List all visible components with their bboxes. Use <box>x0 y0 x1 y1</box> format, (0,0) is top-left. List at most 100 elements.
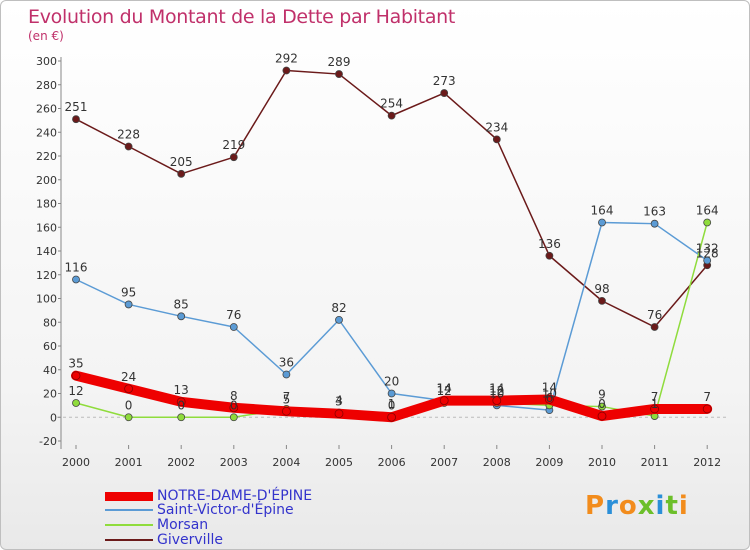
legend-label: NOTRE-DAME-D'ÉPINE <box>157 488 313 504</box>
logo-letter: i <box>655 491 666 521</box>
logo-letter: x <box>637 491 656 521</box>
data-label: 0 <box>598 397 606 411</box>
data-point <box>598 402 606 411</box>
x-tick-label: 2012 <box>693 456 721 469</box>
data-point <box>124 384 133 394</box>
legend-swatch <box>105 524 153 526</box>
data-label: 12 <box>489 384 504 398</box>
data-label: 4 <box>335 394 343 408</box>
x-tick-label: 2007 <box>430 456 458 469</box>
data-label: 5 <box>283 392 291 406</box>
data-point <box>177 169 186 178</box>
data-label: 205 <box>170 155 193 169</box>
logo-letter: i <box>678 491 689 521</box>
y-tick-label: -20 <box>39 435 57 448</box>
x-tick-label: 2006 <box>378 456 406 469</box>
data-label: 116 <box>65 261 88 275</box>
data-label: 8 <box>230 389 238 403</box>
data-point <box>124 300 133 309</box>
legend-swatch <box>105 539 153 541</box>
data-label: 12 <box>437 384 452 398</box>
data-point <box>335 70 343 78</box>
data-label: 0 <box>125 398 133 412</box>
proxiti-logo: Proxiti <box>585 491 689 521</box>
data-label: 20 <box>384 375 399 389</box>
data-point <box>650 404 659 414</box>
data-label: 3 <box>335 395 343 409</box>
y-tick-label: 120 <box>36 269 57 282</box>
data-point <box>281 406 291 416</box>
chart-title: Evolution du Montant de la Dette par Hab… <box>28 6 456 28</box>
data-label: 12 <box>68 384 83 398</box>
data-point <box>176 397 186 407</box>
data-point <box>387 412 397 422</box>
data-label: 95 <box>121 285 136 299</box>
data-label: 14 <box>437 382 452 396</box>
data-label: 14 <box>542 380 557 394</box>
data-point <box>440 89 449 97</box>
legend-item: Saint-Victor-d'Épine <box>105 502 294 518</box>
data-point <box>229 413 238 422</box>
data-label: 234 <box>485 120 508 134</box>
data-point <box>124 413 133 422</box>
data-label: 36 <box>279 356 294 370</box>
data-point <box>387 111 396 120</box>
data-point <box>229 153 238 162</box>
data-label: 82 <box>331 301 346 315</box>
x-tick-label: 2004 <box>272 456 300 469</box>
data-point <box>703 256 712 265</box>
x-tick-label: 2001 <box>115 456 143 469</box>
y-tick-label: 220 <box>36 150 57 163</box>
x-tick-label: 2008 <box>483 456 511 469</box>
data-point <box>598 218 606 227</box>
data-point <box>597 411 607 421</box>
data-label: 76 <box>226 308 241 322</box>
data-label: 10 <box>542 386 557 400</box>
data-point <box>545 251 554 260</box>
data-label: 292 <box>275 52 298 66</box>
x-tick-label: 2005 <box>325 456 353 469</box>
x-tick-label: 2010 <box>588 456 616 469</box>
x-tick-label: 2011 <box>641 456 669 469</box>
data-label: 164 <box>591 204 614 218</box>
data-point <box>335 315 343 324</box>
data-label: 14 <box>489 382 504 396</box>
data-point <box>177 312 186 321</box>
data-point <box>334 409 344 419</box>
data-point <box>72 115 80 124</box>
data-label: 128 <box>696 246 719 260</box>
y-tick-label: 60 <box>43 340 57 353</box>
x-tick-label: 2009 <box>535 456 563 469</box>
data-label: 0 <box>177 398 185 412</box>
legend-label: Giverville <box>157 532 223 548</box>
data-label: 0 <box>230 398 238 412</box>
data-label: 98 <box>594 282 609 296</box>
data-label: 7 <box>703 390 711 404</box>
data-label: 1 <box>651 397 659 411</box>
legend-swatch <box>105 509 153 511</box>
logo-letter: o <box>618 491 638 521</box>
data-point <box>282 370 291 379</box>
data-label: 289 <box>328 55 351 69</box>
data-label: 254 <box>380 97 403 111</box>
data-label: 273 <box>433 74 456 88</box>
data-label: 13 <box>174 383 189 397</box>
data-point <box>439 396 449 406</box>
y-tick-label: 160 <box>36 221 57 234</box>
y-tick-label: 240 <box>36 126 57 139</box>
data-label: 76 <box>647 308 662 322</box>
legend-label: Saint-Victor-d'Épine <box>157 502 294 518</box>
data-point <box>72 399 80 407</box>
data-label: 132 <box>696 242 719 256</box>
data-label: 1 <box>388 397 396 411</box>
data-point <box>650 323 659 331</box>
y-tick-label: 180 <box>36 198 57 211</box>
logo-letter: P <box>585 491 606 521</box>
y-tick-label: 20 <box>43 388 57 401</box>
data-label: 6 <box>546 391 554 405</box>
data-point <box>177 413 186 422</box>
x-tick-label: 2002 <box>167 456 195 469</box>
data-label: 7 <box>651 390 659 404</box>
x-tick-label: 2003 <box>220 456 248 469</box>
data-label: 136 <box>538 237 561 251</box>
